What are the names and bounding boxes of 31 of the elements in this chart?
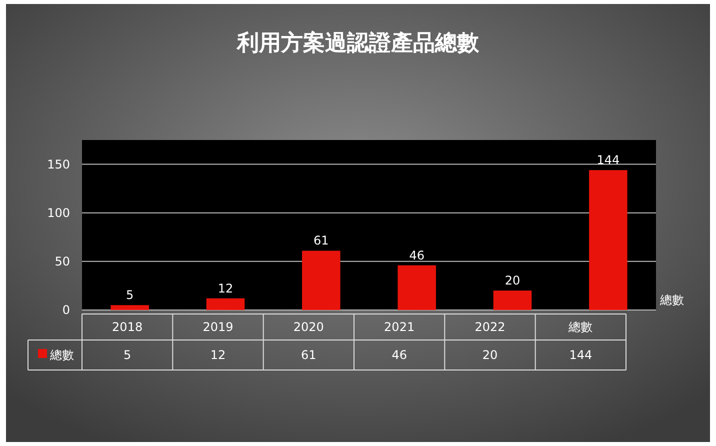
y-tick-label: 0 [62,303,70,317]
x-tick-label: 2020 [293,320,324,334]
data-label: 46 [409,248,424,262]
x-tick-label: 2021 [384,320,415,334]
text: 12 [210,348,226,362]
text: 20 [482,348,498,362]
y-tick-label: 150 [47,157,70,172]
data-label: 20 [504,274,520,288]
legend-label: 總數 [49,348,74,362]
x-tick-label: 2018 [112,320,143,334]
data-label: 61 [314,234,329,248]
x-tick-label: 總數 [568,320,593,334]
bar [206,298,245,310]
x-tick-label: 2022 [474,320,506,334]
text: 總數 [660,293,684,307]
bar [589,170,628,310]
text: 144 [569,348,592,362]
x-tick-label: 2019 [202,320,234,334]
y-tick-label: 100 [47,206,70,220]
y-tick-label: 50 [54,254,70,268]
bar [398,265,436,310]
data-label: 5 [126,288,134,302]
text: 5 [124,348,132,362]
bar [302,250,340,310]
data-label: 144 [596,153,620,168]
bar [110,305,149,310]
text: 61 [301,348,316,362]
data-label: 12 [218,281,234,296]
bar [493,290,532,310]
chart-title: 利用方案過認證產品總數 [236,30,480,56]
text: 46 [392,348,407,362]
